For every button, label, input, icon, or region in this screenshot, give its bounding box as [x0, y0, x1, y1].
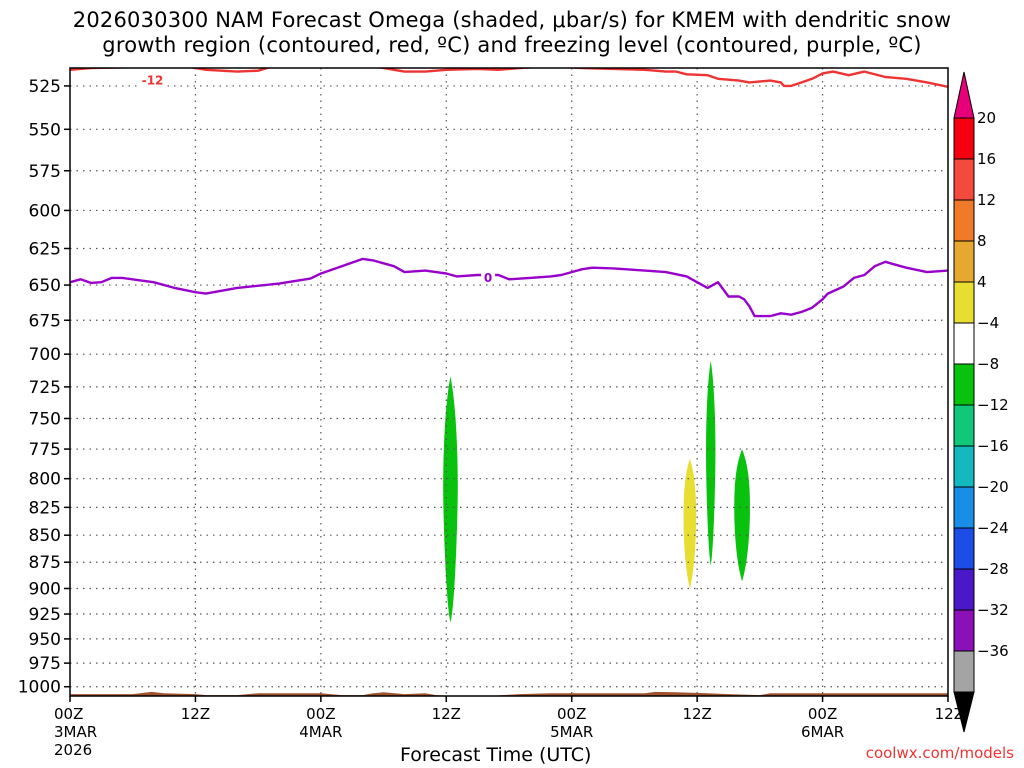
ground-terrain — [70, 691, 948, 696]
y-tick-label: 825 — [29, 498, 61, 518]
y-tick-label: 750 — [29, 409, 61, 429]
x-tick-label: 00Z — [306, 705, 335, 723]
colorbar-segment — [953, 486, 975, 529]
y-tick-label: 975 — [29, 654, 61, 674]
y-tick-label: 725 — [29, 378, 61, 398]
colorbar-segment — [953, 609, 975, 652]
colorbar-segment — [953, 281, 975, 324]
colorbar-label: 4 — [977, 273, 987, 291]
colorbar-segment — [953, 199, 975, 242]
y-tick-label: 875 — [29, 553, 61, 573]
y-tick-label: 700 — [29, 345, 61, 365]
omega-shading — [443, 360, 750, 623]
colorbar-label: −28 — [977, 560, 1009, 578]
y-tick-label: 925 — [29, 605, 61, 625]
dendritic_contour-label: -12 — [142, 74, 164, 88]
colorbar-segment — [953, 568, 975, 611]
freezing_contour-label-bg — [481, 269, 496, 284]
freezing_contour-label: 0 — [484, 271, 492, 285]
colorbar-segment — [953, 650, 975, 693]
x-tick-label: 00Z — [808, 705, 837, 723]
freezing_contour-line — [70, 257, 948, 318]
colorbar-segment — [953, 404, 975, 447]
x-tick-label: 00Z — [54, 705, 83, 723]
colorbar-bottom-arrow — [953, 691, 975, 733]
y-tick-label: 775 — [29, 440, 61, 460]
y-tick-label: 625 — [29, 239, 61, 259]
colorbar: 20 16 12 8 4 −4 −8 −12 −16 −20 −24 −28 −32 −36 — [953, 71, 1009, 733]
y-tick-label: 575 — [29, 162, 61, 182]
y-tick-label: 1000 — [18, 678, 61, 698]
colorbar-label: −4 — [977, 314, 999, 332]
x-tick-label: 6MAR — [801, 723, 844, 741]
colorbar-label: −20 — [977, 478, 1009, 496]
x-tick-label: 00Z — [557, 705, 586, 723]
colorbar-label: 12 — [977, 191, 996, 209]
colorbar-segment — [953, 363, 975, 406]
ground-layer — [70, 691, 948, 696]
omega-shaded-region-4 — [734, 449, 750, 582]
colorbar-label: −8 — [977, 355, 999, 373]
omega-shaded-region-1 — [443, 376, 458, 623]
x-tick-label: 12Z — [181, 705, 210, 723]
colorbar-label: 8 — [977, 232, 987, 250]
y-axis: 525 550 575 600 625 650 675 700 725 750 775 800 825 8… — [18, 77, 70, 698]
colorbar-label: −32 — [977, 601, 1009, 619]
colorbar-label: −16 — [977, 437, 1009, 455]
plot-frame — [69, 67, 949, 697]
y-tick-label: 600 — [29, 201, 61, 221]
x-tick-label: 2026 — [54, 741, 92, 759]
omega-shaded-region-3 — [706, 360, 716, 566]
colorbar-label: −36 — [977, 642, 1009, 660]
colorbar-label: −12 — [977, 396, 1009, 414]
source-credit[interactable]: coolwx.com/models — [865, 744, 1014, 762]
dendritic_contour-line — [70, 68, 948, 88]
y-tick-label: 900 — [29, 579, 61, 599]
omega-shaded-region-2 — [683, 458, 697, 589]
colorbar-segment — [953, 158, 975, 201]
x-tick-label: 12Z — [432, 705, 461, 723]
chart-title-line-2: growth region (contoured, red, ºC) and f… — [102, 33, 922, 57]
x-tick-label: 5MAR — [550, 723, 593, 741]
colorbar-label: 16 — [977, 150, 996, 168]
contour-lines: -12 0 — [70, 68, 948, 318]
x-axis-label: Forecast Time (UTC) — [400, 744, 592, 766]
y-tick-label: 525 — [29, 77, 61, 97]
colorbar-segment — [953, 240, 975, 283]
x-tick-label: 12Z — [935, 705, 964, 723]
colorbar-segment — [953, 322, 975, 365]
dendritic_contour-label-bg — [137, 72, 168, 87]
colorbar-label: −24 — [977, 519, 1009, 537]
gridlines — [70, 68, 948, 696]
colorbar-segment — [953, 117, 975, 160]
y-tick-label: 800 — [29, 470, 61, 490]
x-tick-label: 12Z — [682, 705, 711, 723]
y-tick-label: 650 — [29, 276, 61, 296]
colorbar-segment — [953, 527, 975, 570]
x-tick-label: 3MAR — [54, 723, 97, 741]
y-tick-label: 850 — [29, 526, 61, 546]
y-tick-label: 950 — [29, 630, 61, 650]
y-tick-label: 675 — [29, 311, 61, 331]
chart-title-line-1: 2026030300 NAM Forecast Omega (shaded, μ… — [72, 8, 952, 32]
y-tick-label: 550 — [29, 120, 61, 140]
colorbar-top-arrow — [953, 71, 975, 119]
colorbar-label: 20 — [977, 109, 996, 127]
x-tick-label: 4MAR — [299, 723, 342, 741]
colorbar-segment — [953, 445, 975, 488]
